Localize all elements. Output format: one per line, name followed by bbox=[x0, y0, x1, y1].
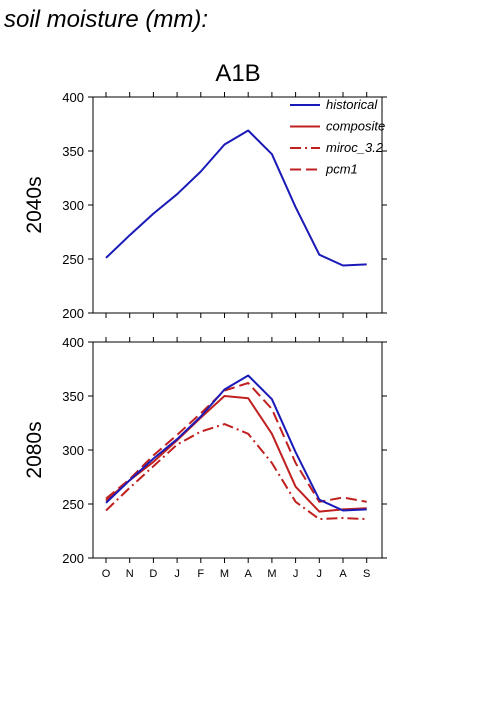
figure-heading: soil moisture (mm): bbox=[4, 6, 208, 33]
legend-label: miroc_3.2 bbox=[326, 140, 384, 155]
y-tick-label: 250 bbox=[62, 252, 84, 267]
x-tick-label: J bbox=[293, 568, 299, 580]
y-tick-label: 350 bbox=[62, 389, 84, 404]
series-line-historical bbox=[105, 374, 367, 512]
y-tick-label: 200 bbox=[62, 551, 84, 566]
x-tick-label: A bbox=[245, 568, 253, 580]
plot-frame-2080s bbox=[92, 341, 383, 559]
legend-label: pcm1 bbox=[325, 162, 358, 177]
row-label-2080s: 2080s bbox=[23, 421, 46, 478]
y-tick-label: 400 bbox=[62, 90, 84, 105]
panel-2080s: 2080s 200 250 300 350 400 O N D J F M A M J J A S bbox=[23, 335, 387, 580]
y-tick-label: 350 bbox=[62, 144, 84, 159]
scenario-title: A1B bbox=[215, 60, 260, 87]
series-line-pcm1 bbox=[105, 382, 367, 503]
y-tick-label: 250 bbox=[62, 497, 84, 512]
row-label-2040s: 2040s bbox=[23, 176, 46, 233]
panel-2040s: 2040s 200 250 300 350 400 historical composite… bbox=[23, 90, 387, 321]
x-tick-label: F bbox=[197, 568, 204, 580]
x-tick-label: J bbox=[174, 568, 180, 580]
x-tick-label: J bbox=[317, 568, 323, 580]
series-line-composite bbox=[105, 395, 367, 513]
y-tick-label: 300 bbox=[62, 198, 84, 213]
y-tick-label: 400 bbox=[62, 335, 84, 350]
x-tick-label: O bbox=[102, 568, 111, 580]
x-tick-label: A bbox=[339, 568, 347, 580]
y-tick-label: 300 bbox=[62, 443, 84, 458]
x-tick-label: M bbox=[220, 568, 229, 580]
x-tick-label: D bbox=[149, 568, 157, 580]
x-tick-label: M bbox=[267, 568, 276, 580]
series-line-miroc-3-2 bbox=[105, 423, 367, 521]
y-tick-label: 200 bbox=[62, 306, 84, 321]
x-tick-label: S bbox=[363, 568, 370, 580]
x-tick-label: N bbox=[126, 568, 134, 580]
legend-label: historical bbox=[326, 97, 378, 112]
legend-label: composite bbox=[326, 119, 385, 134]
series-line-historical bbox=[105, 129, 367, 267]
